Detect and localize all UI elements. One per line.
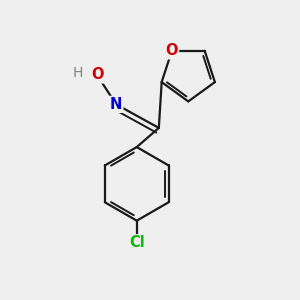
Text: O: O — [91, 68, 103, 82]
Text: O: O — [166, 43, 178, 58]
Text: N: N — [110, 97, 122, 112]
Text: Cl: Cl — [129, 235, 145, 250]
Text: H: H — [73, 66, 83, 80]
